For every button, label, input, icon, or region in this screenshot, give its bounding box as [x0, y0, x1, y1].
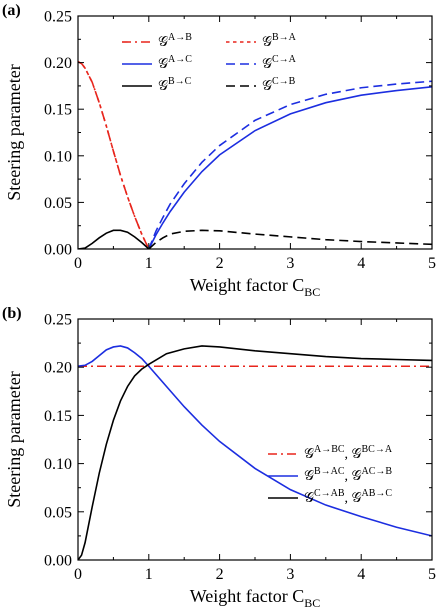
series-line-0-4	[78, 229, 150, 249]
legend-entry-4: 𝒢B→C	[158, 76, 192, 94]
legend-symbol: 𝒢	[158, 35, 168, 50]
series-line-1-1	[78, 345, 432, 537]
legend-symbol-2: 𝒢	[352, 447, 362, 462]
y-tick-label: 0.00	[44, 242, 72, 259]
legend-superscript: A→C	[168, 54, 192, 65]
x-tick-label: 4	[357, 566, 365, 583]
y-tick-label: 0.05	[44, 195, 72, 212]
legend-superscript-2: AB→C	[362, 488, 393, 499]
panel-label: (b)	[2, 305, 22, 322]
legend-symbol-2: 𝒢	[352, 491, 362, 506]
series-line-0-1	[78, 60, 150, 249]
panel-b-chart: 0 1 2 3 4 5 0.00 0.05 0.10 0.15 0.20 0.25 Weight fac…	[2, 305, 436, 607]
legend-symbol: 𝒢	[158, 57, 168, 72]
y-tick-label: 0.00	[44, 553, 72, 570]
legend-superscript: C→A	[272, 54, 297, 65]
legend-entry-5: 𝒢C→B	[262, 76, 296, 94]
series-line-0-5	[148, 229, 432, 249]
y-tick-label: 0.25	[44, 9, 72, 26]
legend-superscript-2: AC→B	[362, 466, 393, 477]
legend-separator: ,	[345, 447, 352, 462]
x-tick-label: 0	[74, 255, 82, 272]
x-tick-label: 2	[216, 566, 224, 583]
legend-symbol: 𝒢	[262, 79, 272, 94]
x-tick-label: 2	[216, 255, 224, 272]
y-tick-label: 0.20	[44, 55, 72, 72]
legend-superscript: B→C	[168, 76, 192, 87]
legend-symbol: 𝒢	[304, 469, 314, 484]
legend-superscript: B→AC	[314, 466, 345, 477]
y-tick-label: 0.10	[44, 148, 72, 165]
y-tick-label: 0.20	[44, 360, 72, 377]
legend-separator: ,	[345, 469, 352, 484]
series-line-0-0	[78, 60, 150, 249]
panel-a-chart: 0 1 2 3 4 5 0.00 0.05 0.10 0.15 0.20 0.25 Weight fac…	[2, 2, 436, 299]
legend-superscript: C→B	[272, 76, 296, 87]
x-tick-label: 5	[428, 255, 436, 272]
legend-symbol: 𝒢	[304, 447, 314, 462]
x-tick-label: 3	[286, 255, 294, 272]
plot-frame	[77, 318, 433, 561]
x-tick-label: 0	[74, 566, 82, 583]
legend-entry-1: 𝒢B→A	[262, 32, 297, 50]
x-axis-label-sub: BC	[304, 596, 320, 607]
legend-superscript: A→B	[168, 32, 192, 43]
plot-frame	[77, 15, 433, 250]
series-line-0-2	[148, 86, 432, 249]
x-axis-label: Weight factor CBC	[190, 586, 321, 607]
legend-symbol-2: 𝒢	[352, 469, 362, 484]
y-axis-label: Steering parameter	[4, 371, 24, 507]
legend-entry-1: 𝒢B→AC, 𝒢AC→B	[304, 466, 392, 484]
y-tick-label: 0.25	[44, 312, 72, 329]
legend-separator: ,	[345, 491, 352, 506]
x-axis-label-main: Weight factor C	[190, 275, 305, 295]
panel-label: (a)	[2, 2, 21, 19]
y-tick-label: 0.15	[44, 102, 72, 119]
legend-superscript: A→BC	[314, 444, 345, 455]
series-line-1-2	[78, 345, 432, 560]
legend-symbol: 𝒢	[304, 491, 314, 506]
legend-symbol: 𝒢	[262, 35, 272, 50]
x-tick-label: 4	[357, 255, 365, 272]
y-tick-label: 0.15	[44, 408, 72, 425]
x-axis-label-main: Weight factor C	[190, 586, 305, 606]
legend-entry-2: 𝒢C→AB, 𝒢AB→C	[304, 488, 392, 506]
y-tick-label: 0.05	[44, 504, 72, 521]
legend-entry-2: 𝒢A→C	[158, 54, 192, 72]
y-tick-label: 0.10	[44, 456, 72, 473]
x-tick-label: 5	[428, 566, 436, 583]
x-axis-label: Weight factor CBC	[190, 275, 321, 299]
x-axis-label-sub: BC	[304, 285, 320, 299]
x-tick-label: 1	[145, 566, 153, 583]
legend-superscript: C→AB	[314, 488, 345, 499]
legend-entry-0: 𝒢A→B	[158, 32, 192, 50]
legend-superscript: B→A	[272, 32, 297, 43]
y-axis-label: Steering parameter	[4, 64, 24, 200]
legend-symbol: 𝒢	[262, 57, 272, 72]
legend-entry-3: 𝒢C→A	[262, 54, 297, 72]
legend-symbol: 𝒢	[158, 79, 168, 94]
legend-entry-0: 𝒢A→BC, 𝒢BC→A	[304, 444, 393, 462]
legend-superscript-2: BC→A	[362, 444, 393, 455]
x-tick-label: 1	[145, 255, 153, 272]
x-tick-label: 3	[286, 566, 294, 583]
series-line-0-3	[148, 80, 432, 249]
